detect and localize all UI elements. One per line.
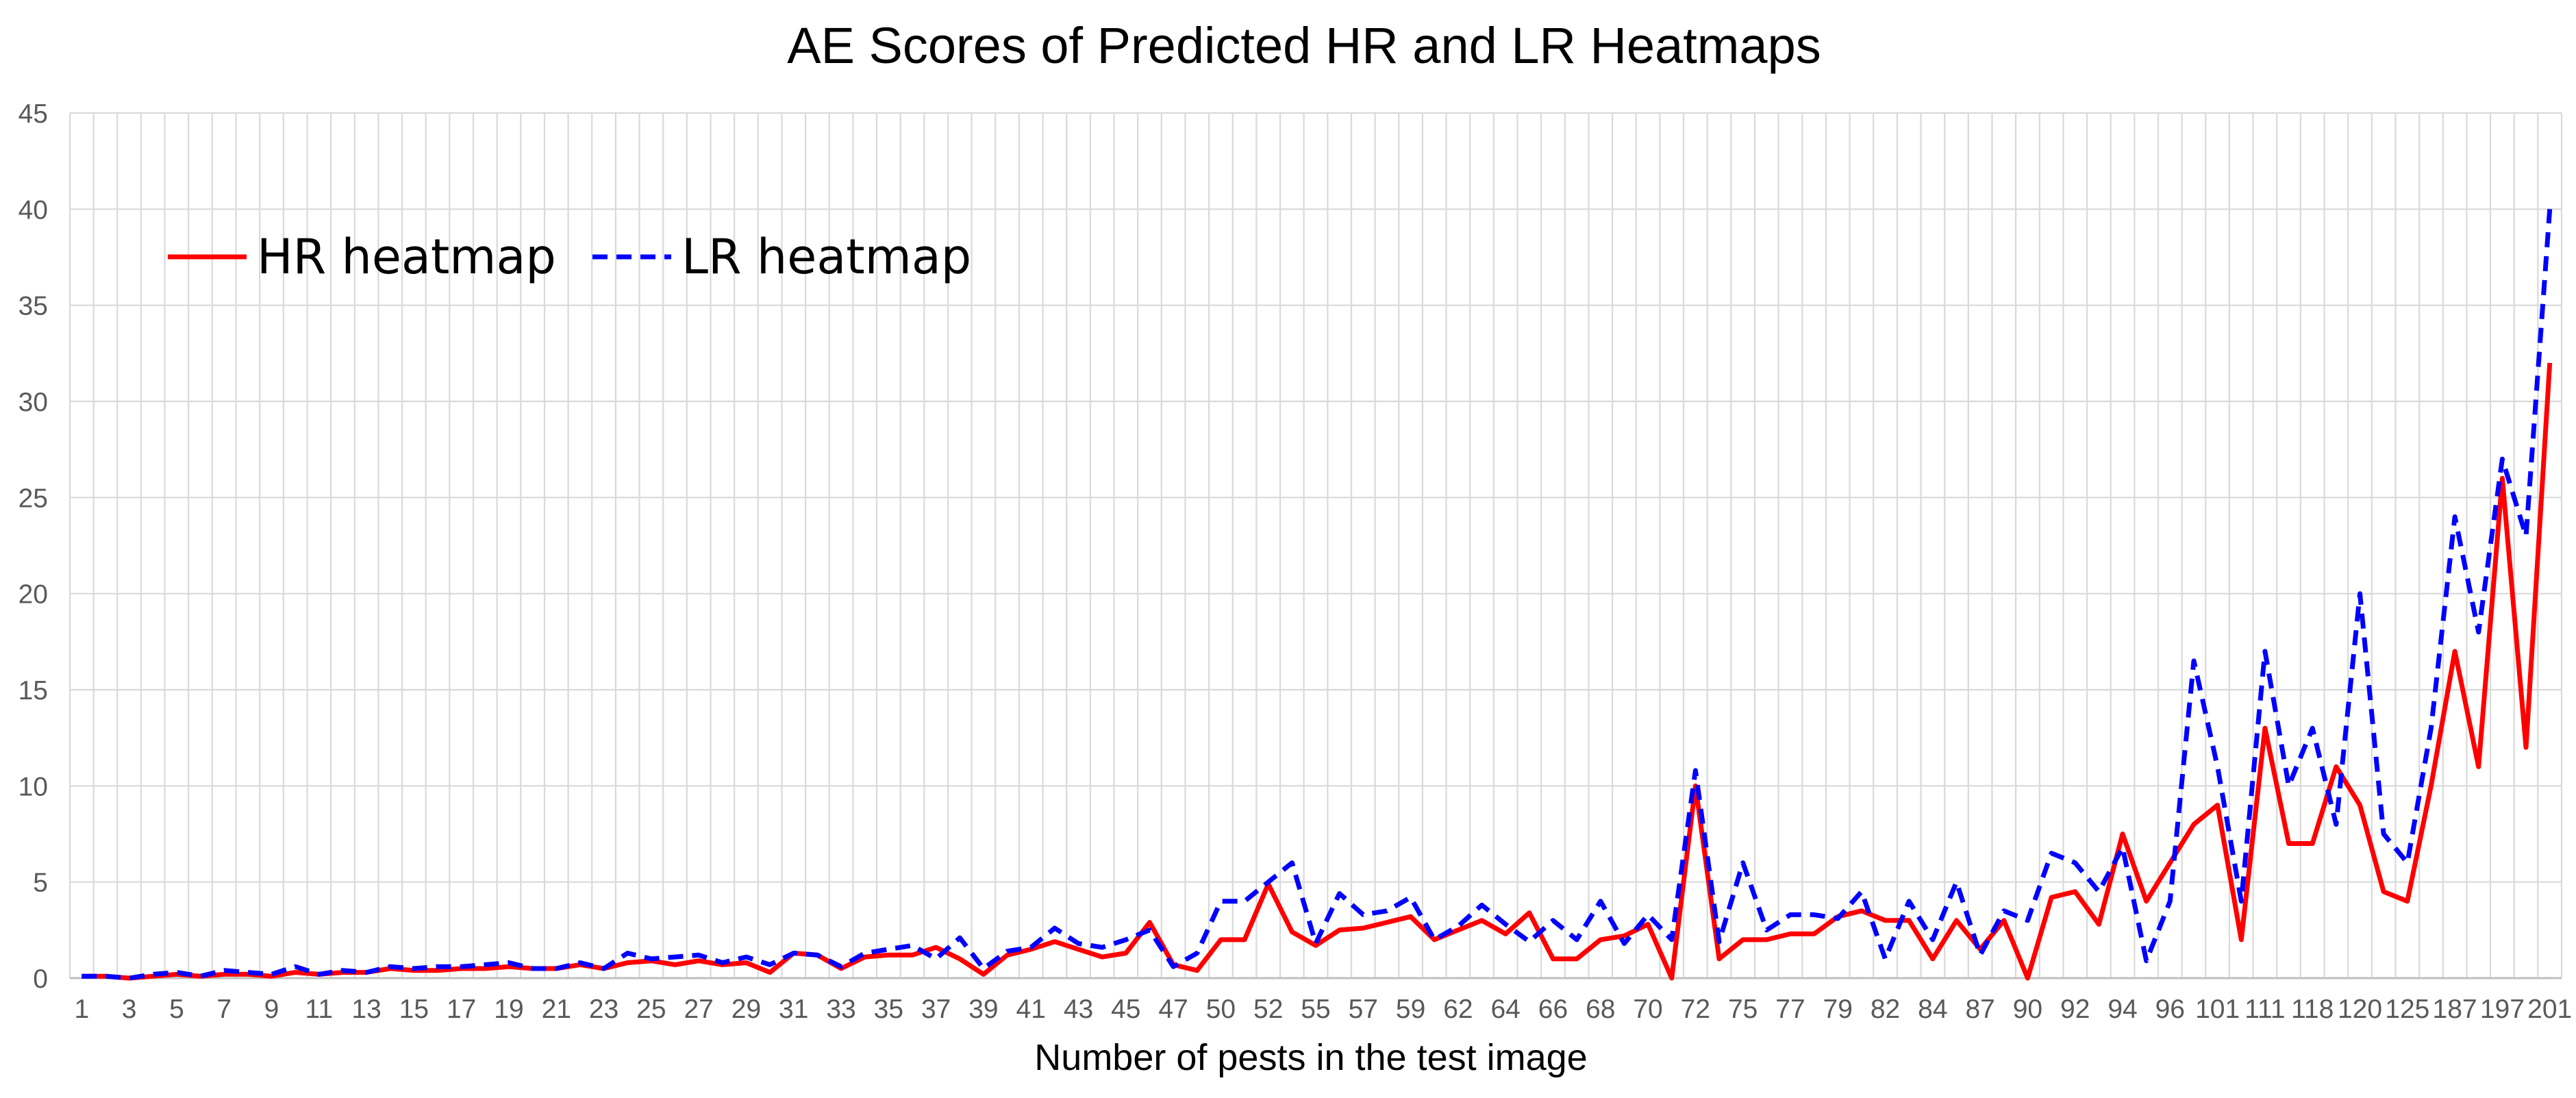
x-tick-label: 75 — [1728, 995, 1758, 1024]
x-tick-label: 47 — [1158, 995, 1188, 1024]
x-tick-label: 23 — [589, 995, 618, 1024]
x-tick-label: 33 — [826, 995, 855, 1024]
x-tick-label: 43 — [1064, 995, 1093, 1024]
x-tick-label: 21 — [542, 995, 571, 1024]
x-tick-label: 41 — [1016, 995, 1046, 1024]
x-tick-label: 45 — [1111, 995, 1140, 1024]
x-tick-label: 55 — [1301, 995, 1330, 1024]
x-tick-label: 17 — [447, 995, 476, 1024]
x-tick-label: 201 — [2527, 995, 2572, 1024]
x-tick-label: 118 — [2291, 995, 2334, 1024]
x-tick-label: 31 — [779, 995, 808, 1024]
x-tick-label: 1 — [74, 995, 89, 1024]
x-tick-label: 66 — [1538, 995, 1568, 1024]
series-layer — [82, 209, 2553, 981]
x-tick-label: 84 — [1918, 995, 1947, 1024]
y-tick-label: 40 — [18, 195, 48, 225]
x-tick-label: 5 — [169, 995, 184, 1024]
x-tick-label: 50 — [1206, 995, 1236, 1024]
x-tick-label: 77 — [1775, 995, 1805, 1024]
x-tick-label: 7 — [216, 995, 232, 1024]
x-tick-label: 29 — [731, 995, 761, 1024]
y-tick-label: 10 — [18, 772, 48, 801]
x-tick-label: 87 — [1965, 995, 1994, 1024]
x-tick-label: 72 — [1681, 995, 1710, 1024]
legend-label: HR heatmap — [257, 229, 556, 285]
chart-title: AE Scores of Predicted HR and LR Heatmap… — [787, 17, 1821, 74]
x-tick-label: 187 — [2433, 995, 2477, 1024]
x-tick-label: 82 — [1871, 995, 1900, 1024]
x-tick-label: 15 — [399, 995, 429, 1024]
x-tick-label: 52 — [1253, 995, 1283, 1024]
x-tick-label: 125 — [2385, 995, 2429, 1024]
x-tick-label: 111 — [2244, 995, 2285, 1024]
y-tick-label: 5 — [33, 869, 48, 898]
x-axis-ticks: 1 3 5 7 9 11 13 15 17 19 21 23 25 27 29 31 33 35 37 39 41 43 4… — [74, 995, 2572, 1024]
gridlines — [68, 112, 2563, 980]
y-tick-label: 30 — [18, 388, 48, 417]
y-tick-label: 45 — [18, 99, 48, 129]
y-tick-label: 0 — [33, 964, 48, 994]
legend-label: LR heatmap — [681, 229, 971, 285]
x-tick-label: 62 — [1443, 995, 1473, 1024]
x-tick-label: 96 — [2155, 995, 2185, 1024]
series-line-lr-heatmap — [82, 209, 2553, 981]
x-tick-label: 90 — [2013, 995, 2042, 1024]
legend: HR heatmap LR heatmap — [168, 229, 971, 285]
x-tick-label: 92 — [2060, 995, 2090, 1024]
x-tick-label: 25 — [636, 995, 666, 1024]
x-tick-label: 70 — [1633, 995, 1662, 1024]
x-tick-label: 3 — [122, 995, 137, 1024]
y-tick-label: 20 — [18, 580, 48, 610]
x-tick-label: 64 — [1490, 995, 1520, 1024]
x-tick-label: 94 — [2108, 995, 2137, 1024]
x-tick-label: 68 — [1586, 995, 1615, 1024]
x-tick-label: 35 — [874, 995, 903, 1024]
y-axis-ticks: 0 5 10 15 20 25 30 35 40 45 — [18, 99, 48, 994]
y-tick-label: 35 — [18, 292, 48, 321]
x-tick-label: 37 — [921, 995, 951, 1024]
x-tick-label: 101 — [2195, 995, 2240, 1024]
x-tick-label: 197 — [2480, 995, 2525, 1024]
x-tick-label: 19 — [494, 995, 523, 1024]
x-tick-label: 11 — [305, 995, 334, 1024]
y-tick-label: 15 — [18, 676, 48, 706]
series-line-hr-heatmap — [82, 362, 2553, 981]
x-tick-label: 13 — [351, 995, 381, 1024]
x-tick-label: 57 — [1349, 995, 1378, 1024]
x-tick-label: 59 — [1396, 995, 1425, 1024]
x-tick-label: 120 — [2338, 995, 2382, 1024]
x-tick-label: 27 — [684, 995, 713, 1024]
x-axis-label: Number of pests in the test image — [1034, 1037, 1587, 1078]
x-tick-label: 79 — [1823, 995, 1853, 1024]
x-tick-label: 9 — [264, 995, 279, 1024]
y-tick-label: 25 — [18, 484, 48, 513]
x-tick-label: 39 — [968, 995, 998, 1024]
